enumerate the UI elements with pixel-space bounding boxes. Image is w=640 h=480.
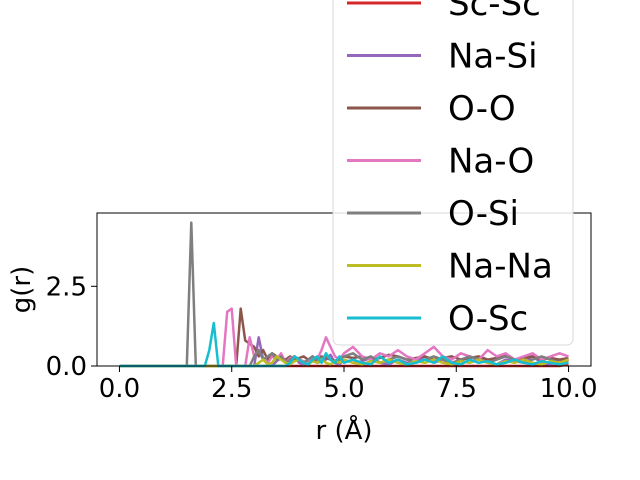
x-axis-ticks: 0.0 2.5 5.0 7.5 10.0: [99, 366, 598, 404]
x-tick-label: 7.5: [436, 374, 477, 404]
legend-label: O-Sc: [448, 299, 528, 339]
legend-box: [332, 0, 574, 346]
y-axis-ticks: 0.0 2.5: [46, 272, 97, 382]
legend-label: Sc-Sc: [448, 0, 541, 24]
legend-label: Na-O: [448, 142, 534, 182]
legend: Sc-Sc Na-Si O-O Na-O O-Si Na-Na O-Sc: [332, 0, 574, 346]
x-axis-label: r (Å): [315, 414, 372, 446]
legend-label: Na-Si: [448, 37, 538, 77]
x-tick-label: 0.0: [99, 374, 140, 404]
y-tick-label: 0.0: [46, 352, 87, 382]
y-axis-label: g(r): [7, 266, 37, 313]
legend-label: Na-Na: [448, 247, 553, 287]
x-tick-label: 5.0: [323, 374, 364, 404]
legend-label: O-O: [448, 89, 516, 129]
x-tick-label: 10.0: [540, 374, 598, 404]
legend-label: O-Si: [448, 194, 519, 234]
y-tick-label: 2.5: [46, 272, 87, 302]
x-tick-label: 2.5: [211, 374, 252, 404]
